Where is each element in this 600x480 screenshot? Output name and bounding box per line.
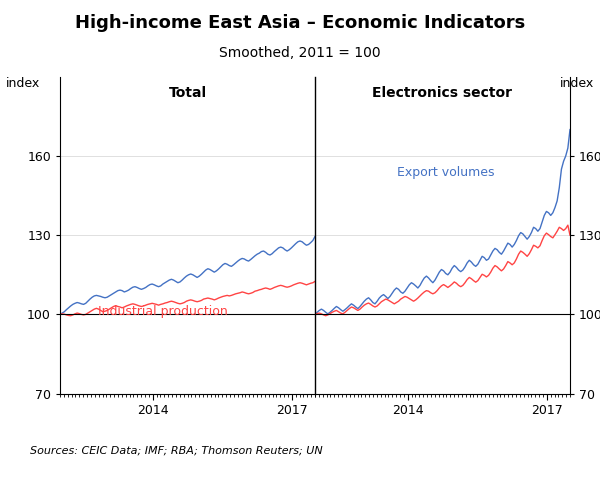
Text: index: index <box>560 77 594 90</box>
Text: Sources: CEIC Data; IMF; RBA; Thomson Reuters; UN: Sources: CEIC Data; IMF; RBA; Thomson Re… <box>30 446 323 456</box>
Text: Smoothed, 2011 = 100: Smoothed, 2011 = 100 <box>219 46 381 60</box>
Text: High-income East Asia – Economic Indicators: High-income East Asia – Economic Indicat… <box>75 14 525 33</box>
Text: Industrial production: Industrial production <box>98 305 228 318</box>
Text: Total: Total <box>169 86 206 100</box>
Text: Electronics sector: Electronics sector <box>373 86 512 100</box>
Text: Export volumes: Export volumes <box>397 166 494 179</box>
Text: index: index <box>6 77 40 90</box>
